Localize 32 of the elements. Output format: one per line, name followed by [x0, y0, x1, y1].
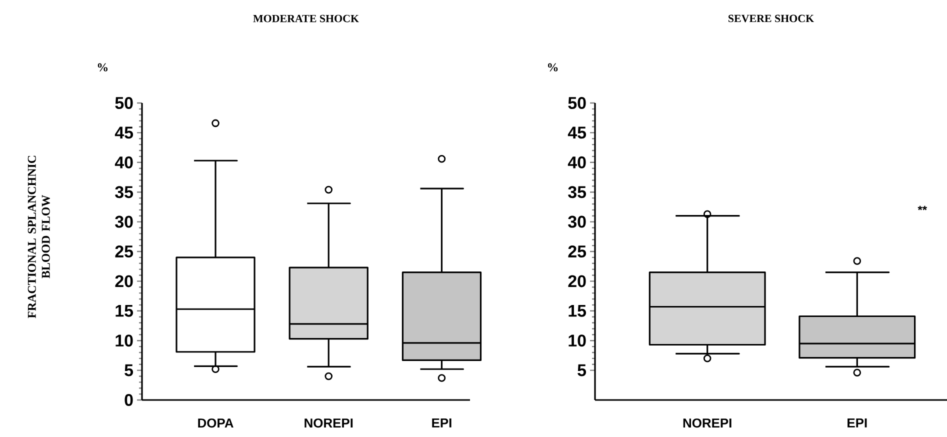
y-tick-label: 25 — [115, 246, 134, 258]
y-tick-label: 45 — [568, 126, 586, 139]
x-tick-label: NOREPI — [683, 418, 732, 428]
x-tick-label: NOREPI — [304, 418, 353, 428]
text: % — [98, 63, 108, 72]
y-tick-label: 25 — [568, 246, 586, 258]
chart-title: MODERATE SHOCK — [253, 14, 359, 22]
y-axis-title: FRACTIONAL SPLANCHNIC BLOOD FLOW — [28, 156, 50, 318]
y-tick-label: 50 — [115, 97, 133, 109]
y-tick-label: 10 — [568, 334, 586, 347]
y-tick-label: 15 — [116, 304, 134, 317]
y-tick-label: 20 — [115, 275, 133, 288]
y-tick-label: 45 — [114, 126, 134, 139]
y-tick-label: 5 — [578, 364, 586, 376]
y-tick-label: 40 — [568, 156, 586, 168]
y-tick-label: 0 — [124, 394, 133, 406]
x-tick-label: EPI — [848, 418, 867, 428]
chart-title: SEVERE SHOCK — [728, 14, 814, 22]
annotation: ** — [918, 206, 928, 210]
y-tick-label: 40 — [114, 156, 133, 168]
y-tick-label: 35 — [115, 186, 134, 198]
y-tick-label: 20 — [568, 275, 586, 288]
y-tick-label: 15 — [568, 304, 586, 317]
y-tick-label: 30 — [568, 216, 586, 228]
y-tick-label: 5 — [124, 364, 134, 376]
y-tick-label: 30 — [115, 216, 133, 228]
y-tick-label: 50 — [568, 97, 586, 109]
x-tick-label: DOPA — [198, 418, 234, 428]
y-tick-label: 35 — [568, 186, 586, 198]
x-tick-label: EPI — [432, 418, 452, 428]
text: % — [548, 63, 558, 72]
y-tick-label: 10 — [116, 334, 133, 347]
